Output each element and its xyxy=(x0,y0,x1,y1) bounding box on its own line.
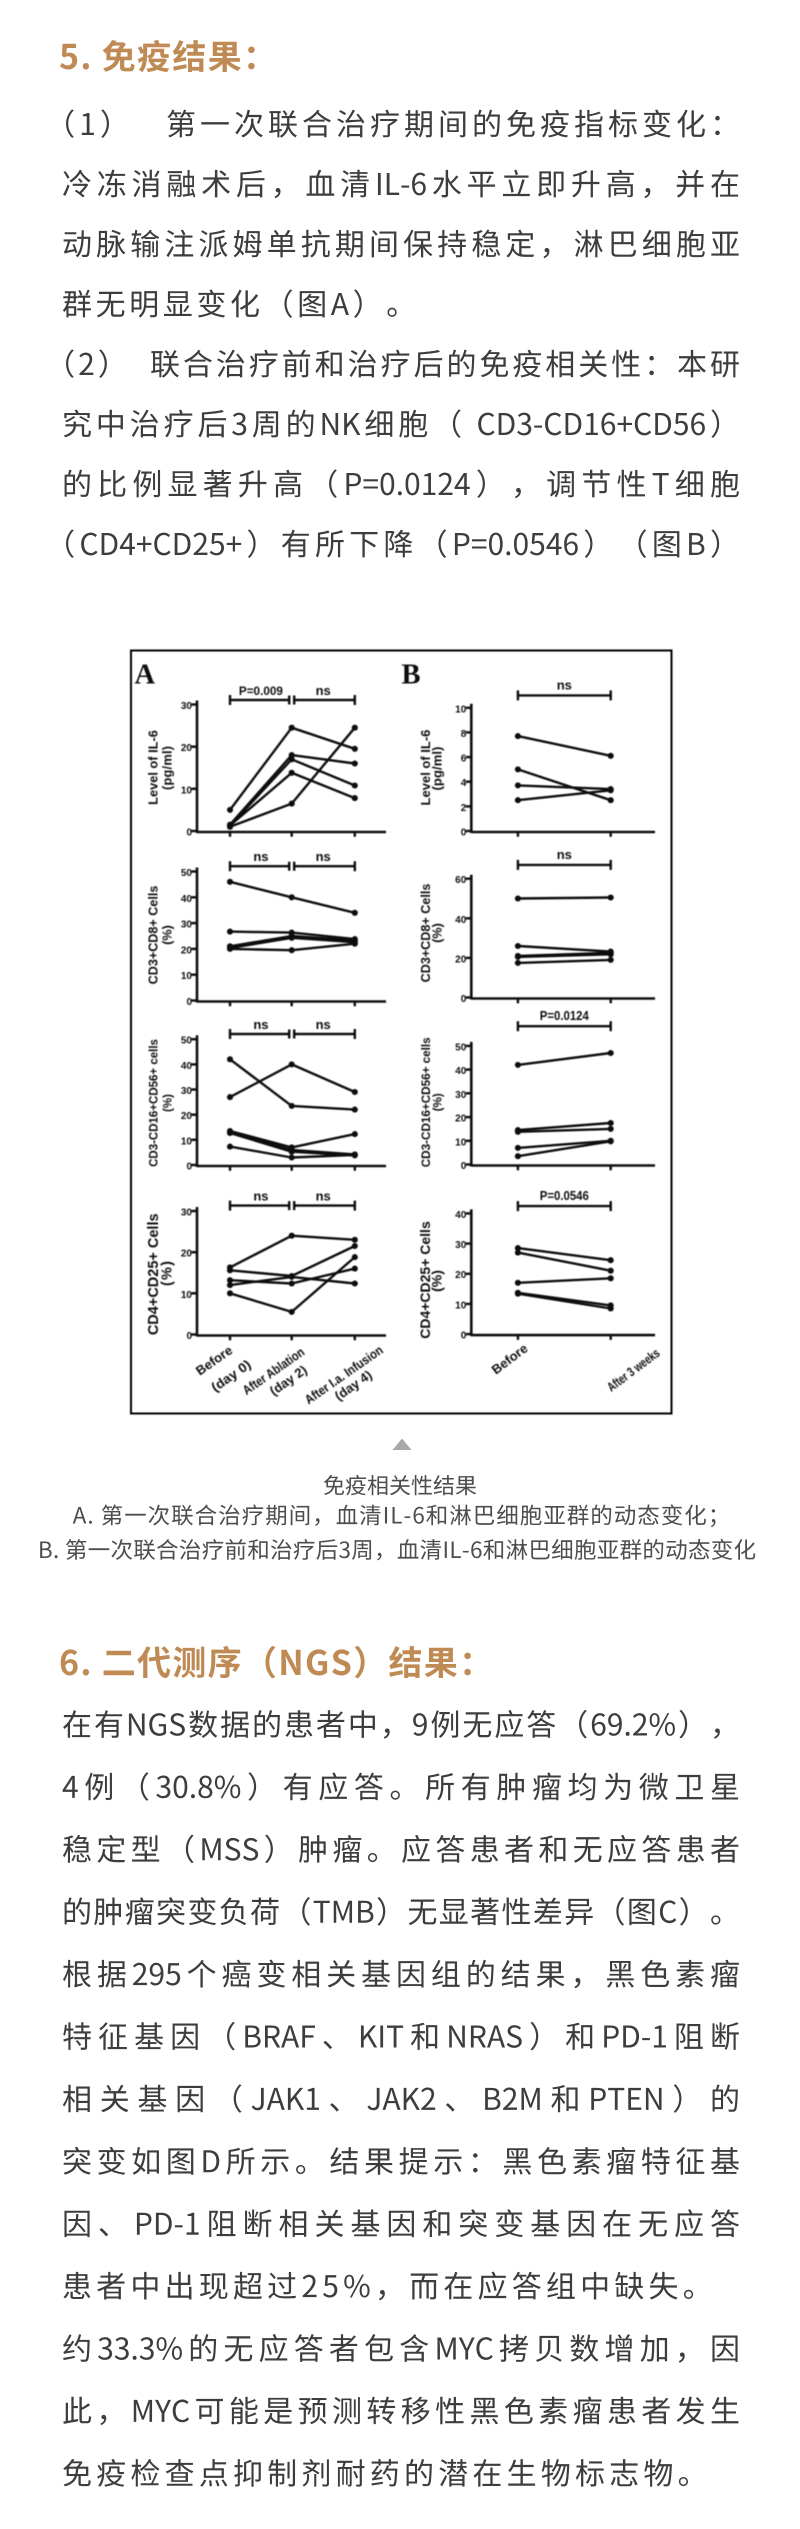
svg-text:20: 20 xyxy=(455,1270,467,1281)
svg-text:2: 2 xyxy=(461,803,467,814)
svg-text:(%): (%) xyxy=(162,1094,174,1112)
svg-text:(%): (%) xyxy=(159,1261,175,1286)
svg-text:(%): (%) xyxy=(160,925,174,945)
svg-text:ns: ns xyxy=(557,677,572,692)
svg-text:20: 20 xyxy=(181,743,193,754)
svg-text:CD3+CD8+ Cells: CD3+CD8+ Cells xyxy=(419,884,433,983)
svg-text:30: 30 xyxy=(455,1240,467,1251)
svg-text:0: 0 xyxy=(461,828,467,839)
svg-text:8: 8 xyxy=(461,729,467,740)
svg-text:20: 20 xyxy=(181,1249,193,1260)
svg-text:ns: ns xyxy=(316,1017,331,1032)
svg-text:Level of IL-6: Level of IL-6 xyxy=(146,730,161,805)
svg-text:40: 40 xyxy=(455,915,467,926)
svg-text:P=0.009: P=0.009 xyxy=(239,684,283,698)
svg-text:(pg/ml): (pg/ml) xyxy=(159,746,174,790)
svg-text:50: 50 xyxy=(455,1042,467,1053)
svg-text:(%): (%) xyxy=(431,1093,444,1111)
svg-text:(%): (%) xyxy=(430,923,444,943)
svg-text:0: 0 xyxy=(186,1331,192,1342)
svg-text:Level of IL-6: Level of IL-6 xyxy=(418,730,433,806)
svg-text:ns: ns xyxy=(253,1189,268,1204)
svg-text:30: 30 xyxy=(181,1086,193,1097)
svg-text:10: 10 xyxy=(181,1290,193,1301)
svg-text:50: 50 xyxy=(181,868,193,879)
svg-text:0: 0 xyxy=(186,997,192,1008)
svg-text:6: 6 xyxy=(461,754,467,765)
svg-text:ns: ns xyxy=(316,849,331,864)
svg-text:0: 0 xyxy=(186,1162,192,1173)
svg-text:0: 0 xyxy=(186,828,192,839)
svg-text:After 3 weeks: After 3 weeks xyxy=(604,1345,663,1394)
svg-text:Before: Before xyxy=(489,1341,531,1378)
svg-text:10: 10 xyxy=(181,1136,193,1147)
svg-text:CD3-CD16+CD56+ cells: CD3-CD16+CD56+ cells xyxy=(420,1037,433,1167)
svg-text:0: 0 xyxy=(461,1331,467,1342)
svg-text:ns: ns xyxy=(253,849,268,864)
svg-text:10: 10 xyxy=(181,785,193,796)
svg-text:40: 40 xyxy=(455,1210,467,1221)
svg-text:30: 30 xyxy=(181,701,193,712)
svg-text:40: 40 xyxy=(455,1066,467,1077)
svg-text:CD3-CD16+CD56+ cells: CD3-CD16+CD56+ cells xyxy=(149,1039,161,1167)
svg-text:30: 30 xyxy=(181,920,193,931)
svg-text:20: 20 xyxy=(455,1114,467,1125)
svg-text:0: 0 xyxy=(461,1161,467,1172)
svg-text:10: 10 xyxy=(455,1300,467,1311)
svg-text:ns: ns xyxy=(557,847,572,862)
svg-text:ns: ns xyxy=(253,1017,268,1032)
svg-text:30: 30 xyxy=(181,1208,193,1219)
svg-text:P=0.0546: P=0.0546 xyxy=(540,1189,589,1203)
svg-text:CD4+CD25+ Cells: CD4+CD25+ Cells xyxy=(417,1221,433,1339)
svg-text:ns: ns xyxy=(316,1189,331,1204)
svg-text:10: 10 xyxy=(181,971,193,982)
svg-text:0: 0 xyxy=(461,994,467,1005)
svg-text:20: 20 xyxy=(455,954,467,965)
svg-text:4: 4 xyxy=(461,778,467,789)
svg-text:10: 10 xyxy=(455,1137,467,1148)
svg-text:40: 40 xyxy=(181,894,193,905)
svg-text:50: 50 xyxy=(181,1036,193,1047)
svg-text:20: 20 xyxy=(181,1111,193,1122)
svg-text:40: 40 xyxy=(181,1061,193,1072)
svg-text:P=0.0124: P=0.0124 xyxy=(540,1009,589,1023)
svg-text:A: A xyxy=(135,660,156,691)
svg-text:B: B xyxy=(402,660,421,691)
svg-text:10: 10 xyxy=(455,704,467,715)
svg-text:30: 30 xyxy=(455,1090,467,1101)
svg-text:20: 20 xyxy=(181,945,193,956)
svg-text:60: 60 xyxy=(455,875,467,886)
svg-text:(pg/ml): (pg/ml) xyxy=(429,747,444,791)
svg-text:ns: ns xyxy=(316,683,331,698)
svg-text:CD4+CD25+ Cells: CD4+CD25+ Cells xyxy=(146,1213,162,1335)
svg-text:(%): (%) xyxy=(428,1270,444,1292)
svg-text:CD3+CD8+ Cells: CD3+CD8+ Cells xyxy=(147,886,161,985)
